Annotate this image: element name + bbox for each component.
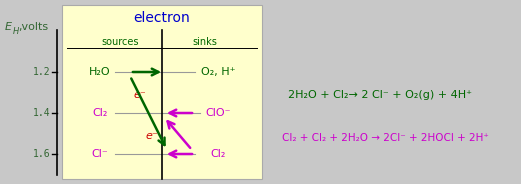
Text: H₂O: H₂O	[89, 67, 111, 77]
Text: ClO⁻: ClO⁻	[205, 108, 231, 118]
Text: ,volts: ,volts	[18, 22, 48, 32]
Text: 2H₂O + Cl₂→ 2 Cl⁻ + O₂(g) + 4H⁺: 2H₂O + Cl₂→ 2 Cl⁻ + O₂(g) + 4H⁺	[288, 90, 472, 100]
Text: 1.2: 1.2	[32, 67, 50, 77]
Text: e⁻: e⁻	[133, 90, 146, 100]
Text: Cl₂ + Cl₂ + 2H₂O → 2Cl⁻ + 2HOCl + 2H⁺: Cl₂ + Cl₂ + 2H₂O → 2Cl⁻ + 2HOCl + 2H⁺	[281, 133, 489, 143]
Text: sinks: sinks	[193, 37, 217, 47]
Text: E: E	[5, 22, 12, 32]
Text: sources: sources	[101, 37, 139, 47]
Text: Cl₂: Cl₂	[92, 108, 108, 118]
Text: 1.6: 1.6	[32, 149, 50, 159]
Text: electron: electron	[133, 11, 190, 25]
Text: H: H	[13, 27, 19, 36]
Text: e⁻: e⁻	[146, 131, 158, 141]
Text: Cl₂: Cl₂	[210, 149, 226, 159]
Bar	[62, 5, 262, 179]
Text: 1.4: 1.4	[32, 108, 50, 118]
Text: Cl⁻: Cl⁻	[92, 149, 108, 159]
Text: O₂, H⁺: O₂, H⁺	[201, 67, 235, 77]
